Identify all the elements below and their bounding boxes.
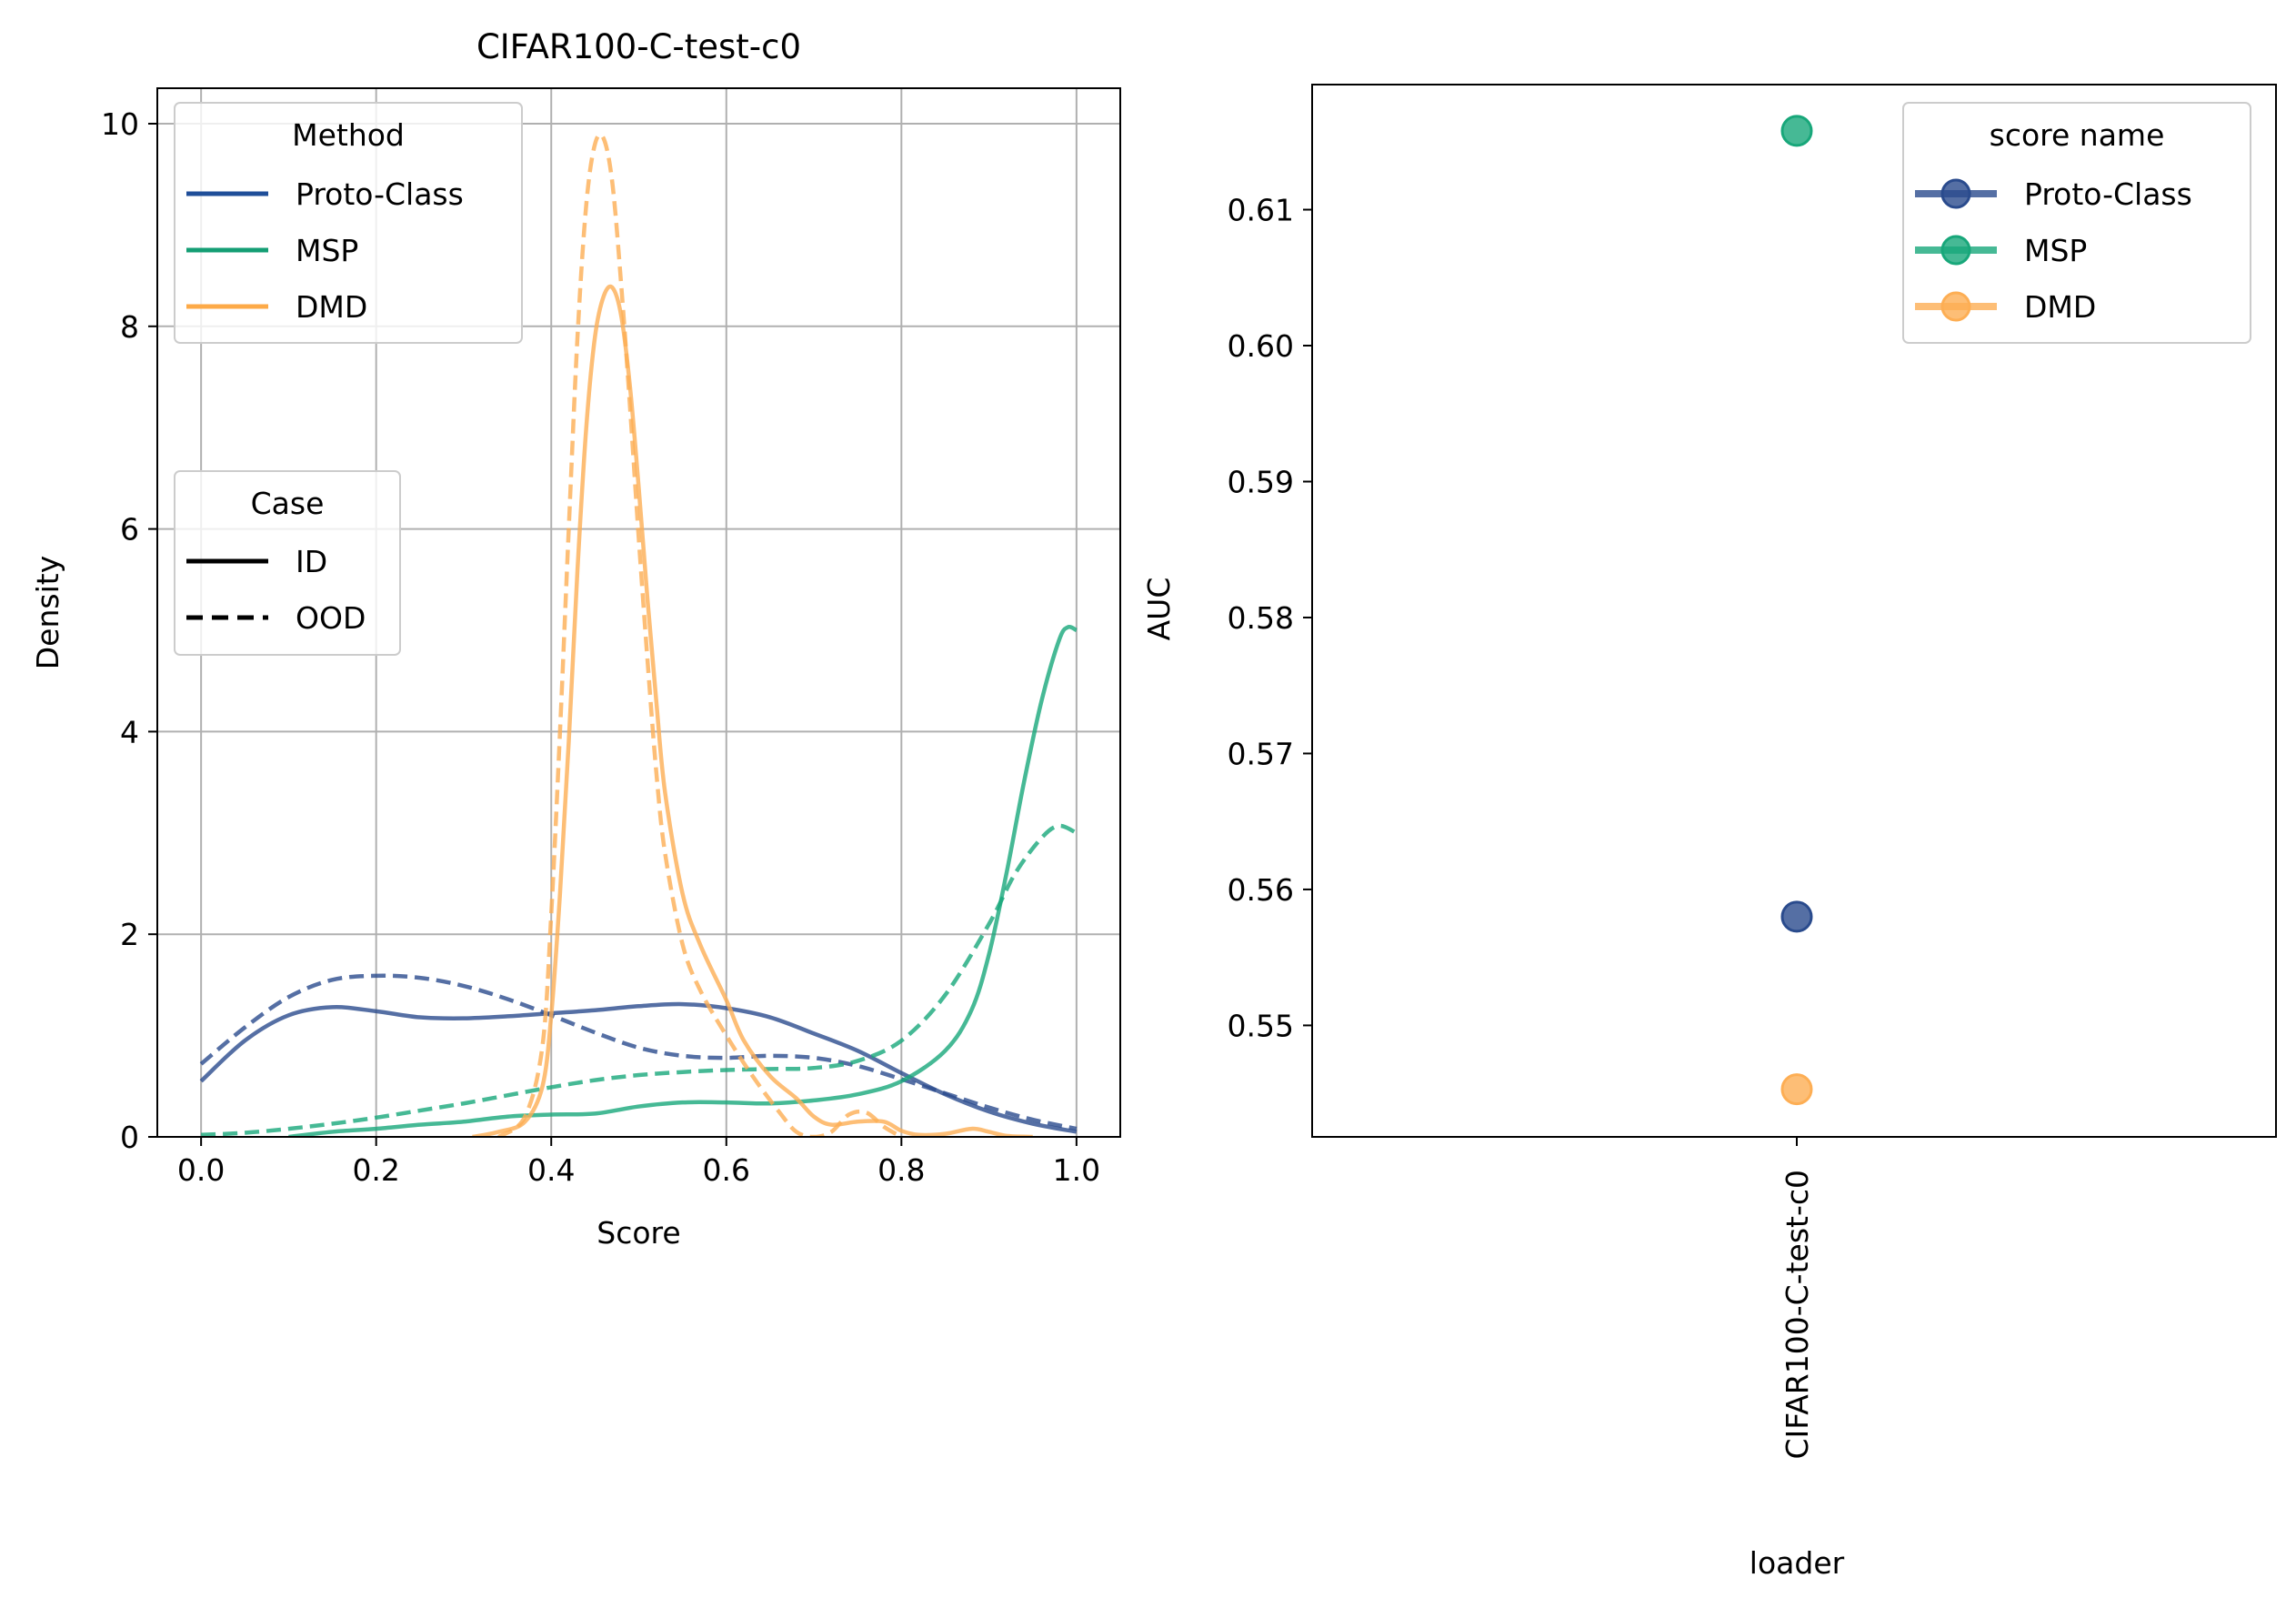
- density-x-tick-label: 0.0: [177, 1152, 225, 1188]
- method-legend-box: [174, 102, 523, 344]
- auc-x-tick-label: CIFAR100-C-test-c0: [1780, 1170, 1815, 1460]
- legend-label-msp: MSP: [296, 233, 358, 268]
- density-x-tick-label: 0.6: [703, 1152, 750, 1188]
- density-curves: [199, 132, 1078, 1137]
- legend-label-proto-class: Proto-Class: [296, 176, 464, 212]
- auc-points: [1780, 115, 1813, 1106]
- case-legend-box: [174, 470, 401, 656]
- auc-y-tick-label: 0.60: [1228, 328, 1294, 364]
- density-x-ticks: 0.0 0.2 0.4 0.6 0.8 1.0: [177, 1137, 1100, 1188]
- density-y-tick-label: 0: [120, 1120, 139, 1155]
- auc-axes-frame: [1311, 84, 2277, 1138]
- score-name-legend-box: [1902, 102, 2251, 344]
- density-x-tick-label: 0.8: [877, 1152, 925, 1188]
- density-y-ticks: 0 2 4 6 8 10: [101, 106, 157, 1155]
- case-legend: Case ID OOD: [174, 470, 401, 656]
- auc-y-tick-label: 0.57: [1228, 736, 1294, 771]
- legend-label-id: ID: [296, 544, 327, 579]
- auc-y-tick-label: 0.58: [1228, 600, 1294, 636]
- density-y-tick-label: 6: [120, 512, 139, 548]
- density-x-axis-label: Score: [597, 1215, 680, 1251]
- auc-x-axis-label: loader: [1750, 1545, 1845, 1581]
- case-legend-title: Case: [251, 486, 325, 521]
- density-curve-dmd-ood: [497, 132, 903, 1137]
- score-name-legend: score name Proto-Class MSP DMD: [1902, 102, 2251, 344]
- density-plot: 0.0 0.2 0.4 0.6 0.8 1.0 0 2 4 6 8 10 CIFAR100-C-te…: [30, 27, 1121, 1251]
- score-legend-marker-proto-class: [1940, 178, 1971, 209]
- legend-label-dmd: DMD: [296, 289, 367, 325]
- score-legend-marker-msp: [1940, 235, 1971, 266]
- auc-point-dmd: [1780, 1073, 1813, 1106]
- density-axes-frame: [156, 87, 1121, 1138]
- auc-point-proto-class: [1780, 900, 1813, 933]
- score-legend-label-proto-class: Proto-Class: [2024, 176, 2192, 212]
- auc-y-tick-label: 0.55: [1228, 1008, 1294, 1043]
- auc-plot: 0.55 0.56 0.57 0.58 0.59 0.60 0.61 CIFAR100-C-…: [1141, 84, 2277, 1581]
- density-y-axis-label: Density: [30, 556, 65, 669]
- density-x-tick-label: 1.0: [1053, 1152, 1100, 1188]
- density-x-tick-label: 0.4: [527, 1152, 575, 1188]
- auc-y-ticks: 0.55 0.56 0.57 0.58 0.59 0.60 0.61: [1228, 193, 1312, 1043]
- density-title: CIFAR100-C-test-c0: [476, 27, 801, 66]
- score-legend-marker-dmd: [1940, 291, 1971, 322]
- auc-x-ticks: CIFAR100-C-test-c0: [1780, 1137, 1815, 1460]
- auc-y-tick-label: 0.59: [1228, 464, 1294, 499]
- density-curve-msp-id: [288, 624, 1078, 1137]
- auc-y-tick-label: 0.61: [1228, 193, 1294, 228]
- density-y-tick-label: 4: [120, 714, 139, 749]
- method-legend-title: Method: [292, 117, 405, 153]
- auc-point-msp: [1780, 115, 1813, 147]
- density-x-tick-label: 0.2: [352, 1152, 399, 1188]
- score-legend-label-msp: MSP: [2024, 233, 2087, 268]
- density-y-tick-label: 10: [101, 106, 139, 142]
- score-name-legend-title: score name: [1990, 117, 2165, 153]
- auc-y-axis-label: AUC: [1141, 578, 1177, 641]
- score-legend-label-dmd: DMD: [2024, 289, 2096, 325]
- density-curve-proto-class-ood: [199, 973, 1078, 1131]
- density-curve-dmd-id: [472, 284, 1033, 1137]
- auc-y-tick-label: 0.56: [1228, 872, 1294, 908]
- density-y-tick-label: 2: [120, 917, 139, 952]
- density-y-tick-label: 8: [120, 309, 139, 345]
- legend-label-ood: OOD: [296, 600, 366, 636]
- density-curve-msp-ood: [201, 823, 1078, 1137]
- method-legend: Method Proto-Class MSP DMD: [174, 102, 523, 344]
